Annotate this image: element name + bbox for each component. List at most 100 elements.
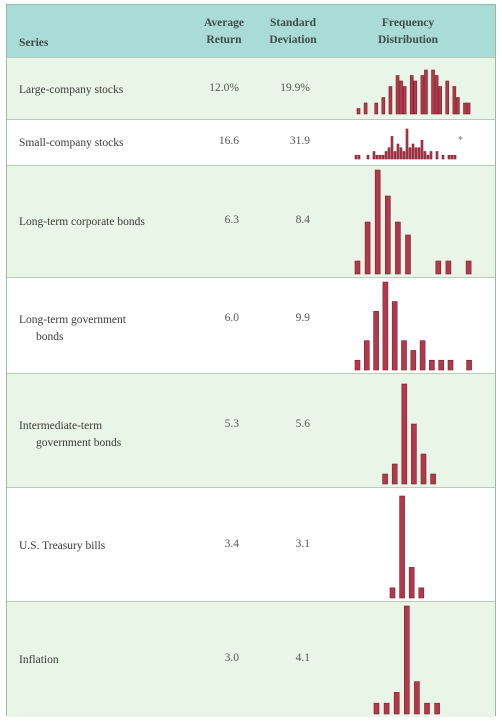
distribution-bar [414,681,420,715]
table-row: Intermediate-term government bonds 5.3 5.6 [7,373,495,487]
distribution-bar [391,301,398,371]
distribution-bar [401,340,407,371]
distribution-bar [403,605,410,715]
distribution-bar [434,75,439,115]
distribution-bar [395,75,400,115]
distribution-bar [381,154,385,160]
distribution-bar [363,102,368,115]
distribution-bar [417,147,421,160]
frequency-distribution [373,605,440,715]
header-average-line1: Average [203,17,244,29]
header-freq-line2: Distribution [377,34,439,46]
distribution-bar [465,260,472,275]
average-return-value: 12.0% [209,82,239,94]
table-row: Small-company stocks 16.6 31.9 * [7,119,495,165]
average-return-value: 6.0 [224,312,239,324]
table-header: Series Average Return Standard Deviation… [7,5,495,57]
header-freq-line1: Frequency [381,17,435,29]
distribution-bar [411,423,417,485]
average-return-value: 16.6 [218,135,239,147]
distribution-bar [435,260,442,275]
distribution-bar [399,80,403,115]
distribution-bar [445,260,452,275]
distribution-bar [374,102,379,115]
distribution-bar [429,151,433,160]
series-name: Intermediate-term government bonds [19,418,121,452]
distribution-bar [354,154,358,160]
distribution-bar [381,97,386,115]
distribution-bar [424,702,430,715]
distribution-bar [423,151,427,160]
table-row: Long-term government bonds 6.0 9.9 [7,277,495,373]
distribution-bar [431,69,435,115]
distribution-bar [399,147,403,160]
header-sd-line2: Deviation [269,34,317,46]
series-name: Large-company stocks [19,82,123,99]
distribution-bar [418,587,425,599]
table-row: U.S. Treasury bills 3.4 3.1 [7,487,495,601]
distribution-bar [378,154,382,160]
average-return-value: 6.3 [224,214,239,226]
distribution-bar [388,86,393,115]
series-name: Inflation [19,652,59,669]
series-name-line: government bonds [36,437,122,449]
distribution-bar [383,702,390,715]
distribution-bar [408,147,412,160]
distribution-bar [390,136,394,160]
distribution-bar [402,151,406,160]
returns-table: Series Average Return Standard Deviation… [6,4,496,717]
distribution-bar [391,463,398,485]
distribution-bar [438,359,444,371]
distribution-bar [389,587,396,599]
distribution-bar [420,75,425,115]
distribution-bar [373,311,379,371]
distribution-bar [410,350,417,371]
distribution-bar [466,102,471,115]
distribution-bar [456,97,460,115]
distribution-bar [387,147,391,160]
distribution-bar [373,702,380,715]
distribution-bar [429,359,435,371]
header-average-line2: Return [206,34,242,46]
distribution-bar [375,154,379,160]
distribution-bar [420,453,427,485]
distribution-bar [366,154,370,160]
distribution-bar [441,154,445,160]
distribution-bar [434,702,440,715]
distribution-bar [374,169,381,275]
table-row: Inflation 3.0 4.1 [7,601,495,717]
standard-deviation-value: 3.1 [295,538,310,550]
series-name-line: U.S. Treasury bills [19,540,106,552]
distribution-bar [364,221,371,275]
series-name-line: Long-term corporate bonds [19,216,145,228]
table-row: Large-company stocks 12.0% 19.9% [7,57,495,119]
distribution-bar [401,383,408,485]
series-name-line: bonds [36,331,64,343]
distribution-bar [356,108,361,115]
series-name-line: Inflation [19,654,59,666]
distribution-bar [405,128,409,160]
distribution-bar [395,221,401,275]
series-name-line: Small-company stocks [19,137,124,149]
frequency-distribution [354,169,472,275]
distribution-bar [424,69,428,115]
header-sd-line1: Standard [269,17,317,29]
standard-deviation-value: 8.4 [295,214,310,226]
distribution-bar [363,340,370,371]
distribution-bar [354,359,361,371]
distribution-bar [450,154,454,160]
distribution-bar [452,86,457,115]
distribution-bar [419,340,426,371]
distribution-bar [408,567,415,599]
distribution-bar [445,80,450,115]
series-name: U.S. Treasury bills [19,538,105,555]
distribution-bar [453,154,457,160]
header-standard-deviation: Standard Deviation [261,15,325,49]
average-return-value: 3.0 [224,652,239,664]
distribution-bar [413,80,418,115]
distribution-bar [466,359,472,371]
average-return-value: 3.4 [224,538,239,550]
frequency-distribution [356,69,471,115]
standard-deviation-value: 31.9 [289,135,310,147]
distribution-bar [420,139,424,160]
